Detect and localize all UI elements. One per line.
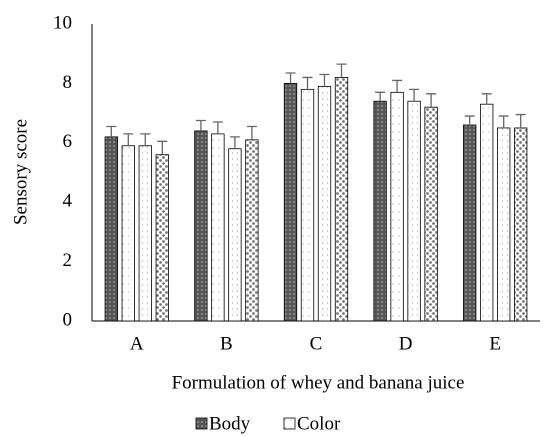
- bar: [463, 124, 477, 322]
- y-tick-label: 6: [63, 131, 73, 152]
- bar: [194, 130, 208, 322]
- legend-swatch: [195, 417, 208, 430]
- error-bar: [106, 125, 117, 137]
- bar: [138, 145, 152, 322]
- error-bar: [336, 63, 347, 78]
- error-bar: [319, 73, 330, 87]
- error-bar: [140, 133, 151, 146]
- error-bar: [498, 115, 509, 128]
- y-tick-label: 10: [53, 12, 72, 33]
- error-bar: [515, 113, 526, 128]
- error-bar: [464, 115, 475, 125]
- x-axis-title: Formulation of whey and banana juice: [172, 372, 465, 393]
- error-bar: [212, 121, 223, 134]
- bar: [155, 154, 169, 322]
- bar: [497, 127, 511, 322]
- bar: [317, 85, 332, 322]
- error-bar: [195, 119, 206, 131]
- error-bar: [246, 125, 257, 140]
- error-bar: [409, 88, 420, 102]
- bar: [334, 77, 349, 322]
- bar: [373, 100, 387, 322]
- error-bar: [157, 140, 168, 155]
- bar: [245, 139, 259, 322]
- bar: [390, 91, 404, 322]
- y-tick-label: 4: [63, 191, 73, 212]
- x-tick-label: E: [489, 333, 501, 354]
- error-bar: [481, 93, 492, 105]
- bar: [407, 100, 421, 322]
- error-bar: [229, 136, 240, 149]
- bar: [283, 83, 298, 322]
- bar: [121, 145, 135, 322]
- x-tick-label: C: [310, 333, 323, 354]
- x-tick-label: D: [399, 333, 413, 354]
- bar: [300, 88, 315, 322]
- y-tick-label: 0: [63, 309, 73, 330]
- x-tick-label: B: [220, 333, 233, 354]
- bar: [424, 106, 438, 322]
- legend-label: Body: [209, 413, 251, 434]
- error-bar: [426, 93, 437, 108]
- bar: [480, 103, 494, 322]
- y-tick-label: 8: [63, 72, 73, 93]
- error-bar: [285, 72, 296, 84]
- error-bar: [392, 79, 403, 93]
- x-tick-label: A: [130, 333, 144, 354]
- error-bar: [375, 91, 386, 102]
- bar: [228, 148, 242, 322]
- bar: [514, 127, 528, 322]
- legend-swatch: [283, 417, 296, 430]
- error-bar: [302, 76, 313, 90]
- error-bar: [123, 133, 134, 146]
- bar: [104, 136, 118, 322]
- legend-label: Color: [297, 413, 341, 434]
- y-tick-label: 2: [63, 250, 73, 271]
- y-axis-title: Sensory score: [10, 119, 31, 225]
- bar: [211, 133, 225, 322]
